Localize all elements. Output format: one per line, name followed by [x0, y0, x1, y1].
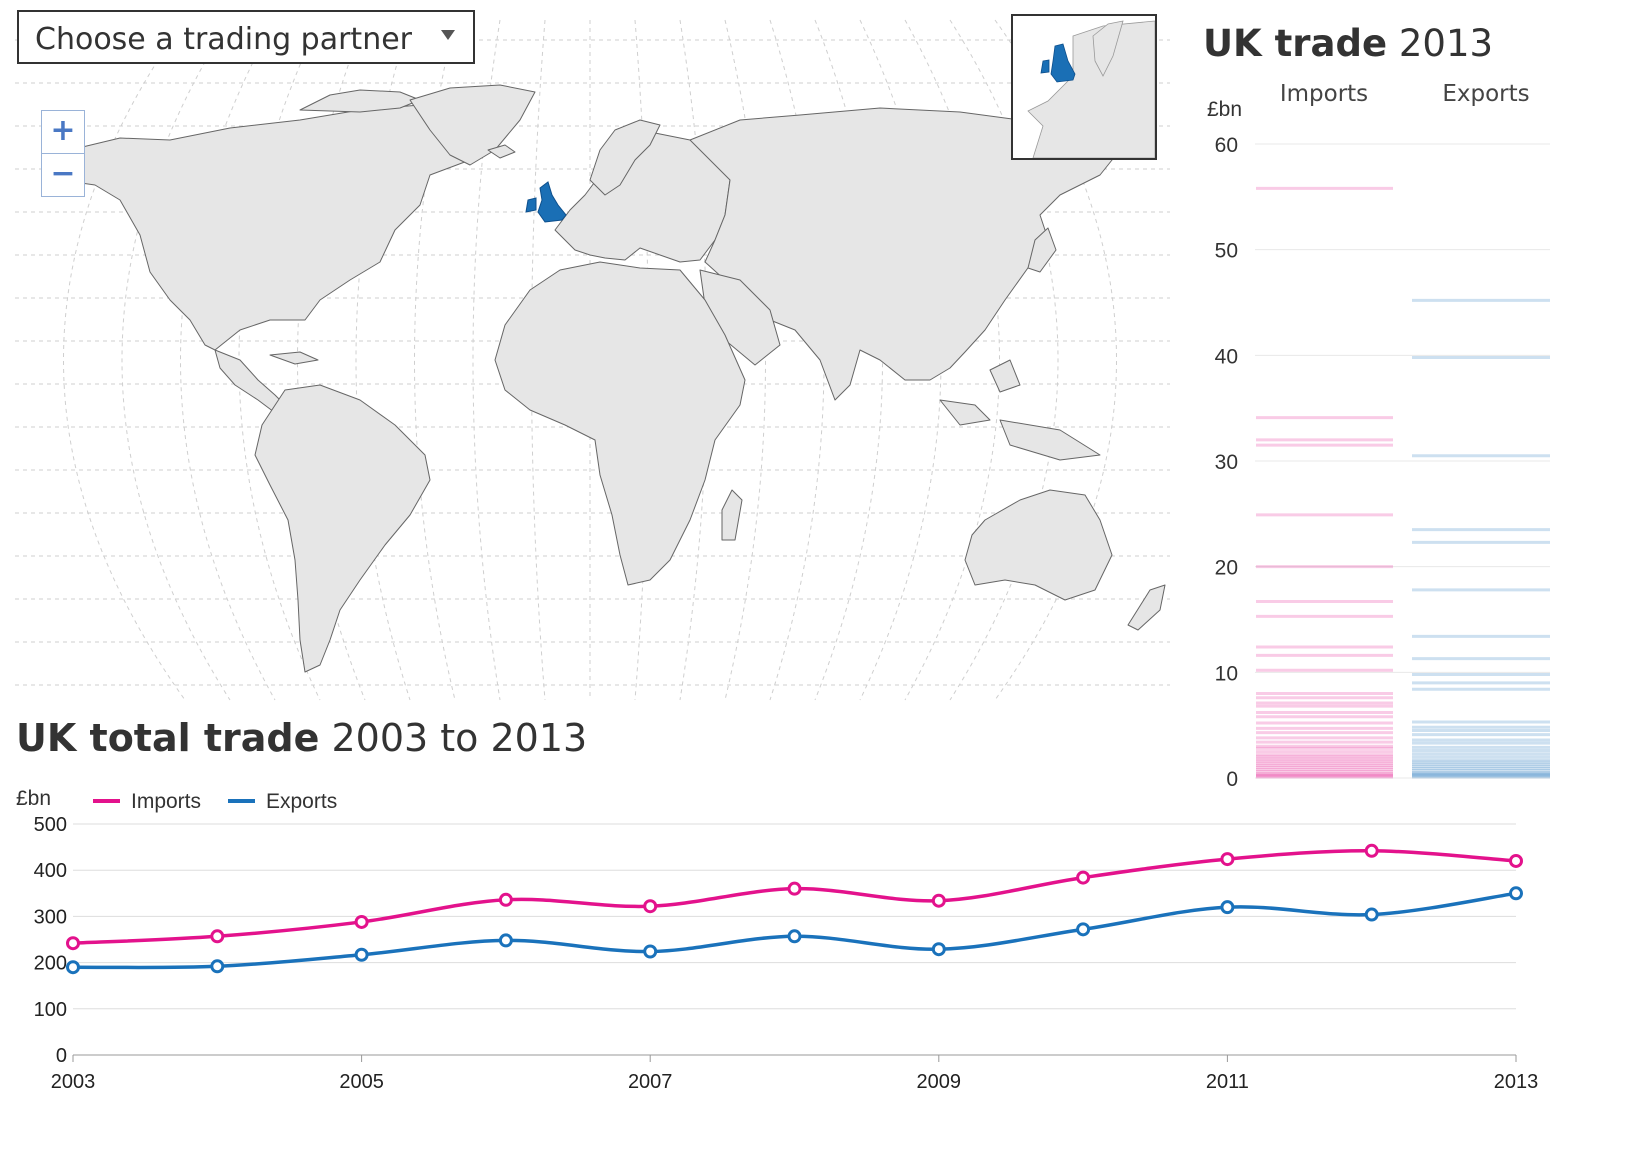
strip-unit-label: £bn [1207, 98, 1242, 121]
strip-y-tick-label: 40 [1215, 345, 1238, 368]
graticule-meridian [949, 19, 1059, 701]
trading-partner-select[interactable]: Choose a trading partner [17, 10, 475, 64]
strip-y-tick-label: 50 [1215, 240, 1238, 263]
data-point-imports [1509, 853, 1523, 868]
graticule-meridian [814, 19, 883, 701]
north-america-shape [59, 104, 486, 351]
strip-exports-marks [1412, 298, 1550, 779]
africa-shape [494, 261, 746, 586]
strip-imports-marks [1256, 186, 1393, 779]
inset-uk-shape [1040, 43, 1076, 83]
line-x-tick-label: 2003 [51, 1071, 96, 1093]
data-point-exports [1509, 886, 1523, 901]
inset-map [1011, 14, 1157, 160]
strip-col-imports: Imports [1280, 81, 1368, 107]
data-point-imports [931, 893, 946, 908]
line-title-bold: UK total trade [16, 716, 320, 760]
data-point-exports [643, 944, 658, 959]
line-y-tick-label: 200 [34, 953, 67, 975]
line-x-ticks: 2003 2005 2007 2009 2011 2013 [51, 1055, 1539, 1093]
line-y-tick-label: 300 [34, 906, 67, 928]
data-point-exports [787, 929, 802, 944]
data-point-imports [1364, 843, 1379, 858]
zoom-out-button[interactable]: − [41, 153, 85, 197]
greenland-shape [409, 84, 536, 166]
line-chart: £bn Imports Exports 0 100 200 300 400 500 200… [16, 787, 1539, 1093]
data-point-exports [66, 960, 80, 975]
strip-chart: £bn Imports Exports 0 10 20 30 40 50 60 [1207, 81, 1550, 791]
line-y-ticks: 0 100 200 300 400 500 [34, 814, 67, 1067]
uk-highlight-shape[interactable] [525, 181, 567, 223]
line-chart-title: UK total trade 2003 to 2013 [16, 716, 587, 760]
strip-y-tick-label: 0 [1226, 768, 1238, 791]
strip-title-year: 2013 [1398, 22, 1494, 65]
graticule-meridian [355, 19, 411, 701]
strip-y-ticks: 0 10 20 30 40 50 60 [1215, 134, 1238, 791]
data-point-exports [1076, 922, 1091, 937]
line-x-tick-label: 2013 [1494, 1071, 1539, 1093]
line-x-tick-label: 2007 [628, 1071, 673, 1093]
data-point-imports [1076, 870, 1091, 885]
australia-shape [964, 489, 1113, 601]
strip-chart-title: UK trade 2013 [1203, 22, 1493, 65]
strip-title-bold: UK trade [1203, 22, 1388, 65]
world-map[interactable] [0, 0, 1180, 790]
data-point-exports [1364, 907, 1379, 922]
line-title-range: 2003 to 2013 [331, 716, 588, 760]
strip-y-tick-label: 20 [1215, 557, 1238, 580]
strip-col-exports: Exports [1442, 81, 1529, 107]
data-point-imports [354, 914, 369, 929]
data-point-exports [498, 933, 513, 948]
graticule-meridian [679, 19, 708, 701]
graticule-meridian [180, 19, 276, 701]
trading-partner-select-label: Choose a trading partner [35, 22, 412, 57]
graticule-meridian [634, 19, 649, 701]
line-unit-label: £bn [16, 787, 51, 810]
graticule-meridian [531, 19, 546, 701]
data-point-imports [643, 899, 658, 914]
line-series [66, 843, 1523, 975]
data-point-exports [931, 942, 946, 957]
line-grid [73, 823, 1516, 1056]
line-y-tick-label: 400 [34, 860, 67, 882]
strip-grid [1255, 143, 1550, 779]
line-y-tick-label: 500 [34, 814, 67, 836]
line-x-tick-label: 2009 [917, 1071, 962, 1093]
line-x-tick-label: 2011 [1206, 1071, 1249, 1093]
data-point-exports [1220, 900, 1235, 915]
data-point-exports [354, 947, 369, 962]
data-point-exports [210, 959, 225, 974]
data-point-imports [210, 929, 225, 944]
line-y-tick-label: 100 [34, 999, 67, 1021]
line-x-tick-label: 2005 [339, 1071, 384, 1093]
strip-y-tick-label: 10 [1215, 662, 1238, 685]
chevron-down-icon [441, 30, 455, 40]
data-point-imports [787, 881, 802, 896]
legend-exports-label: Exports [266, 790, 337, 813]
graticule-meridian [121, 19, 231, 701]
legend-imports-label: Imports [131, 790, 201, 813]
strip-y-tick-label: 60 [1215, 134, 1238, 157]
data-point-imports [66, 936, 80, 951]
data-point-imports [1220, 852, 1235, 867]
map-land [59, 84, 1166, 673]
line-y-tick-label: 0 [56, 1045, 67, 1067]
graticule-meridian [63, 19, 186, 701]
zoom-in-button[interactable]: + [41, 110, 85, 154]
graticule-meridian [724, 19, 766, 701]
strip-y-tick-label: 30 [1215, 451, 1238, 474]
south-america-shape [254, 384, 431, 673]
data-point-imports [498, 892, 513, 907]
